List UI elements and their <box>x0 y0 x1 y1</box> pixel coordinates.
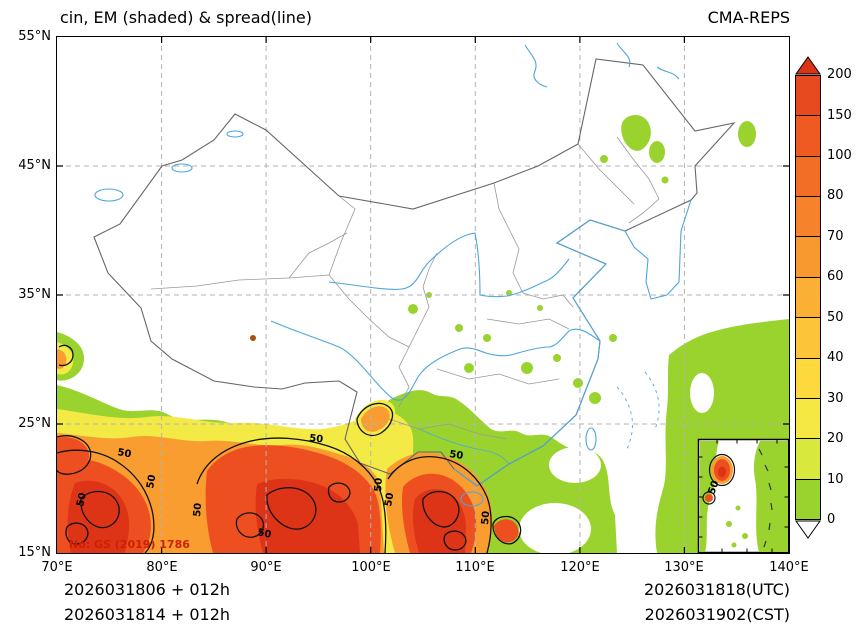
plot-title: cin, EM (shaded) & spread(line) <box>60 8 313 27</box>
svg-text:50: 50 <box>256 527 272 541</box>
lon-tick-80e: 80°E <box>146 560 178 575</box>
colorbar-tick-200: 200 <box>827 67 852 82</box>
colorbar-tick-80: 80 <box>827 188 844 203</box>
colorbar-under-arrow <box>795 520 821 539</box>
over-arrow-shape <box>795 56 821 75</box>
rivers-coastlines <box>94 42 692 507</box>
colorbar-segment <box>796 276 820 318</box>
inset-ticks <box>698 439 789 553</box>
colorbar-segment <box>796 115 820 156</box>
lon-tick-130e: 130°E <box>664 560 704 575</box>
map-plot: 50 50 50 50 50 50 50 50 50 50 <box>56 36 790 554</box>
inset-deep-red-core <box>718 466 726 478</box>
colorbar <box>795 75 821 520</box>
lat-tick-35n: 35°N <box>18 287 51 302</box>
colorbar-tick-150: 150 <box>827 108 852 123</box>
init-time-line2: 2026031814 + 012h <box>64 605 231 624</box>
colorbar-tick-20: 20 <box>827 431 844 446</box>
colorbar-tick-50: 50 <box>827 310 844 325</box>
colorbar-segment <box>796 155 820 197</box>
colorbar-segment <box>796 397 820 439</box>
colorbar-segment <box>796 196 820 237</box>
colorbar-tick-0: 0 <box>827 512 836 527</box>
svg-text:50: 50 <box>192 502 204 517</box>
scs-inset: 50 <box>697 438 789 553</box>
lon-tick-90e: 90°E <box>250 560 282 575</box>
map-canvas: 50 50 50 50 50 50 50 50 50 50 <box>57 37 789 553</box>
colorbar-segment <box>796 438 820 479</box>
svg-text:50: 50 <box>373 478 385 493</box>
lon-tick-70e: 70°E <box>41 560 73 575</box>
lat-tick-45n: 45°N <box>18 158 51 173</box>
svg-text:50: 50 <box>449 449 464 462</box>
lon-tick-110e: 110°E <box>455 560 495 575</box>
spread-contours <box>57 344 522 553</box>
cin-shade-deep-red <box>67 478 466 553</box>
colorbar-tick-40: 40 <box>827 350 844 365</box>
svg-text:50: 50 <box>309 433 324 445</box>
valid-time-utc: 2026031818(UTC) <box>644 580 790 599</box>
colorbar-segment <box>796 76 820 116</box>
under-arrow-shape <box>795 520 821 539</box>
sea-white-gaps <box>519 373 714 553</box>
lat-tick-15n: 15°N <box>18 545 51 560</box>
colorbar-tick-30: 30 <box>827 391 844 406</box>
svg-text:50: 50 <box>75 492 89 508</box>
colorbar-tick-70: 70 <box>827 229 844 244</box>
lat-tick-55n: 55°N <box>18 29 51 44</box>
axis-ticks <box>57 37 789 553</box>
spread-contour-labels: 50 50 50 50 50 50 50 50 50 50 <box>75 433 492 541</box>
svg-text:50: 50 <box>383 492 396 508</box>
lon-tick-100e: 100°E <box>351 560 391 575</box>
colorbar-segment <box>796 236 820 277</box>
svg-text:50: 50 <box>145 474 158 490</box>
init-time-line1: 2026031806 + 012h <box>64 580 231 599</box>
grid-lines <box>57 37 789 553</box>
lon-tick-140e: 140°E <box>769 560 809 575</box>
colorbar-segment <box>796 317 820 358</box>
svg-text:50: 50 <box>480 510 492 525</box>
colorbar-segment <box>796 357 820 398</box>
inset-spread-contours <box>702 453 736 505</box>
watermark: No: GS (2019) 1786 <box>69 538 190 551</box>
province-borders <box>150 136 660 440</box>
model-label: CMA-REPS <box>707 8 790 27</box>
lon-tick-120e: 120°E <box>560 560 600 575</box>
tibet-plateau-spot <box>250 335 256 341</box>
inset-dash-line <box>758 448 773 548</box>
colorbar-tick-100: 100 <box>827 148 852 163</box>
colorbar-over-arrow <box>795 56 821 75</box>
colorbar-tick-10: 10 <box>827 472 844 487</box>
svg-text:50: 50 <box>116 447 132 460</box>
valid-time-cst: 2026031902(CST) <box>644 605 790 624</box>
inset-contour-label: 50 <box>706 479 721 496</box>
colorbar-segment <box>796 478 820 519</box>
lat-tick-25n: 25°N <box>18 416 51 431</box>
colorbar-tick-60: 60 <box>827 269 844 284</box>
